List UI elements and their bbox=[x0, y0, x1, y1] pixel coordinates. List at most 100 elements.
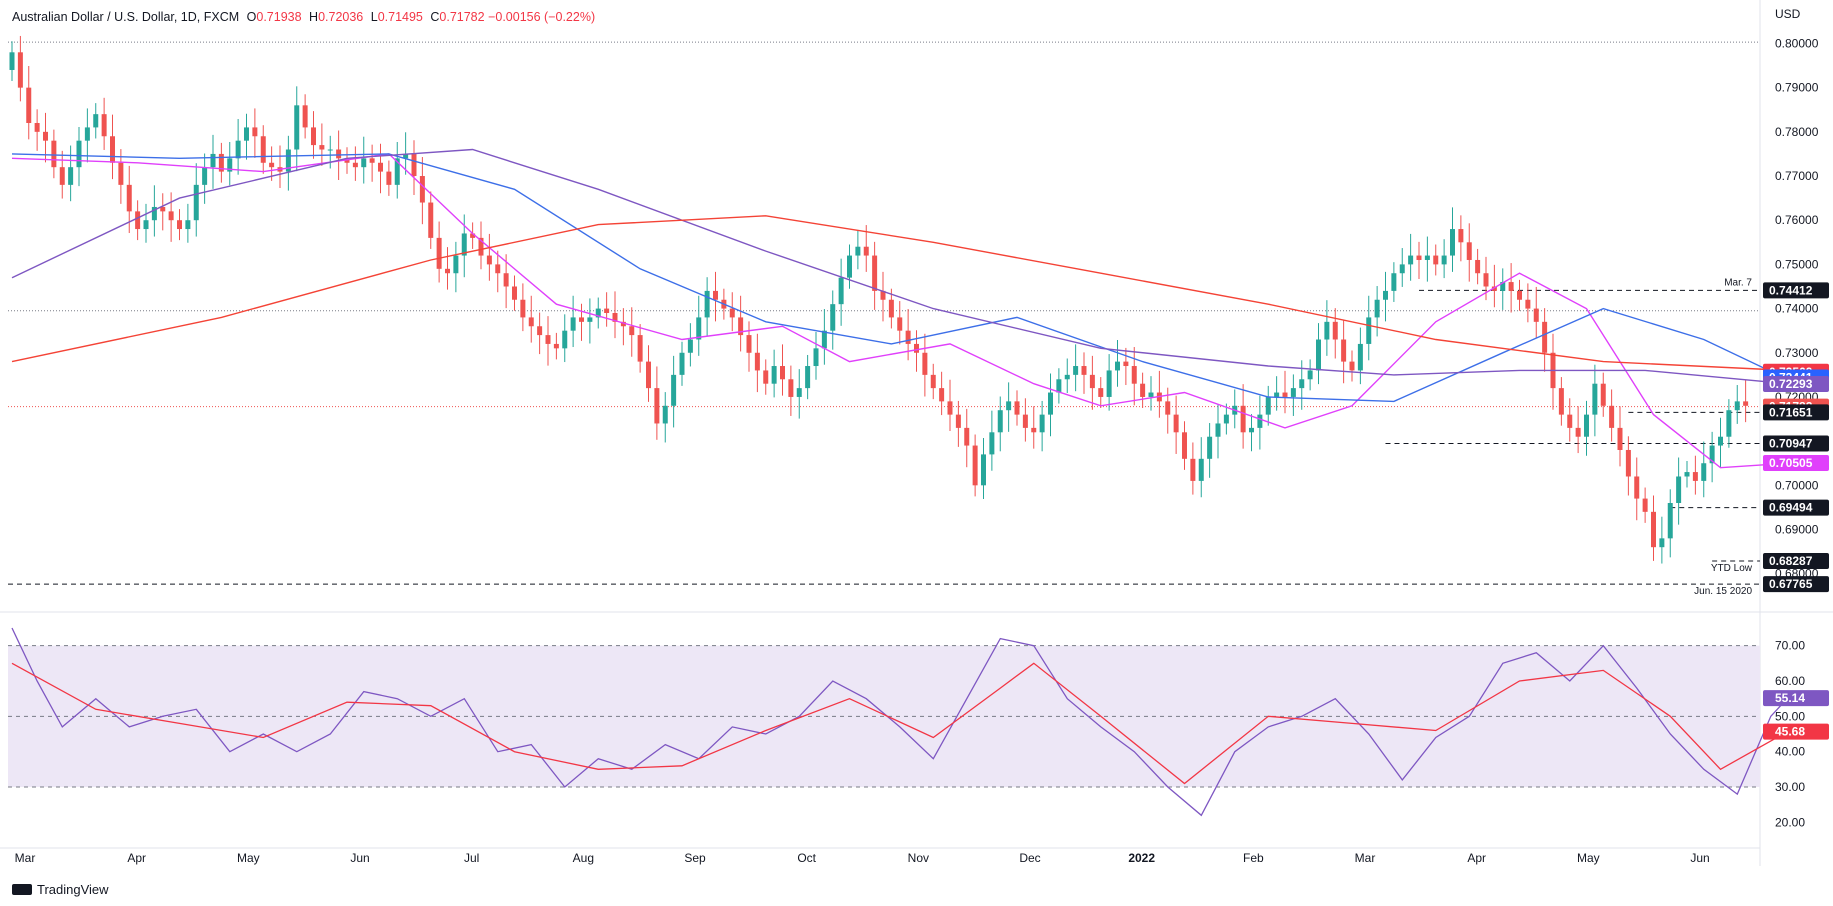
price-tick-label: 0.70000 bbox=[1775, 478, 1819, 492]
candle-body bbox=[84, 127, 90, 141]
rsi-line bbox=[11, 627, 1788, 817]
rsi-tick-label: 60.00 bbox=[1775, 674, 1805, 688]
candle-body bbox=[1173, 414, 1179, 433]
candle-body bbox=[1625, 449, 1631, 477]
candle-body bbox=[1684, 472, 1690, 477]
candle-body bbox=[1131, 366, 1137, 384]
price-tick-label: 0.77000 bbox=[1775, 169, 1819, 183]
candle-body bbox=[1500, 282, 1506, 291]
candle-body bbox=[1584, 414, 1589, 437]
candle-body bbox=[713, 290, 718, 300]
candle-body bbox=[587, 317, 593, 322]
candle-body bbox=[746, 335, 752, 353]
candle-body bbox=[729, 308, 735, 318]
candle-body bbox=[1458, 229, 1464, 243]
rsi-tick-label: 70.00 bbox=[1775, 639, 1805, 653]
candle-body bbox=[1081, 366, 1087, 375]
candle-body bbox=[1207, 436, 1213, 459]
annotation-label: YTD Low bbox=[1711, 563, 1753, 574]
candle-body bbox=[1558, 388, 1564, 415]
candle-body bbox=[520, 299, 526, 318]
candle-body bbox=[177, 220, 182, 230]
candle-body bbox=[1006, 401, 1012, 411]
candle-body bbox=[1265, 396, 1271, 415]
candle-body bbox=[51, 140, 57, 168]
candle-body bbox=[327, 149, 333, 151]
candle-body bbox=[1659, 538, 1665, 548]
candle-body bbox=[1274, 392, 1280, 397]
sma50-line bbox=[11, 153, 1788, 403]
candle-body bbox=[235, 140, 241, 159]
candle-body bbox=[470, 233, 476, 238]
sma20-line bbox=[11, 153, 1788, 469]
candle-body bbox=[202, 167, 208, 185]
candle-body bbox=[1089, 374, 1095, 389]
candle-body bbox=[1332, 321, 1338, 340]
candle-body bbox=[344, 158, 350, 163]
candle-body bbox=[1249, 427, 1254, 433]
candle-body bbox=[9, 52, 15, 70]
time-tick-label: Apr bbox=[127, 851, 146, 865]
rsi-axis-badge bbox=[1763, 690, 1829, 707]
candle-body bbox=[855, 246, 861, 256]
candle-body bbox=[1399, 264, 1405, 274]
symbol-title[interactable]: Australian Dollar / U.S. Dollar, 1D, FXC… bbox=[12, 10, 240, 24]
candle-body bbox=[1357, 343, 1363, 371]
candle-body bbox=[972, 445, 978, 486]
price-axis-badge-text: 0.70505 bbox=[1769, 456, 1813, 470]
candle-body bbox=[1182, 432, 1187, 459]
candle-body bbox=[813, 348, 819, 367]
candle-body bbox=[696, 317, 702, 340]
open-value: 0.71938 bbox=[256, 10, 302, 24]
time-tick-label: Jul bbox=[464, 851, 479, 865]
candle-body bbox=[1575, 427, 1581, 437]
price-axis-badge bbox=[1763, 576, 1829, 593]
candle-body bbox=[738, 317, 744, 336]
candle-body bbox=[495, 264, 501, 274]
price-axis-badge-text: 0.71651 bbox=[1769, 405, 1813, 419]
candle-body bbox=[1374, 299, 1380, 318]
candle-body bbox=[1215, 423, 1221, 437]
candle-body bbox=[319, 145, 325, 150]
candle-body bbox=[252, 127, 258, 137]
candle-body bbox=[796, 388, 802, 397]
candle-body bbox=[989, 432, 995, 455]
price-tick-label: 0.78000 bbox=[1775, 125, 1819, 139]
candle-body bbox=[68, 167, 74, 185]
candle-body bbox=[369, 158, 375, 163]
time-tick-label: Jun bbox=[350, 851, 369, 865]
candle-body bbox=[1056, 379, 1062, 393]
candle-body bbox=[604, 308, 610, 313]
price-tick-label: 0.75000 bbox=[1775, 257, 1819, 271]
candle-body bbox=[562, 330, 568, 349]
candle-body bbox=[1282, 392, 1288, 397]
candle-body bbox=[168, 211, 174, 221]
candle-body bbox=[1349, 361, 1355, 371]
candle-body bbox=[260, 136, 266, 163]
price-axis-badge-text: 0.72293 bbox=[1769, 377, 1813, 391]
candle-body bbox=[830, 304, 836, 331]
rsi-ma-line bbox=[11, 662, 1788, 785]
candle-body bbox=[17, 52, 23, 88]
candle-body bbox=[453, 255, 459, 274]
candle-body bbox=[964, 427, 970, 446]
price-axis-badge bbox=[1763, 404, 1829, 421]
time-tick-label: Jun bbox=[1690, 851, 1709, 865]
time-tick-label: 2022 bbox=[1128, 851, 1155, 865]
candle-body bbox=[1508, 282, 1514, 291]
candle-body bbox=[847, 255, 852, 278]
candle-body bbox=[687, 339, 693, 353]
candle-body bbox=[1734, 401, 1740, 411]
candle-body bbox=[612, 313, 618, 322]
price-axis-badge bbox=[1763, 455, 1829, 472]
candle-body bbox=[838, 277, 844, 305]
candle-body bbox=[1316, 339, 1321, 371]
candle-body bbox=[428, 202, 434, 238]
price-axis-badge-text: 0.68287 bbox=[1769, 554, 1813, 568]
chart-header: Australian Dollar / U.S. Dollar, 1D, FXC… bbox=[12, 10, 595, 24]
candle-body bbox=[461, 233, 467, 256]
tradingview-logo[interactable]: TradingView bbox=[12, 882, 109, 897]
candle-body bbox=[872, 255, 878, 291]
time-tick-label: Apr bbox=[1467, 851, 1486, 865]
